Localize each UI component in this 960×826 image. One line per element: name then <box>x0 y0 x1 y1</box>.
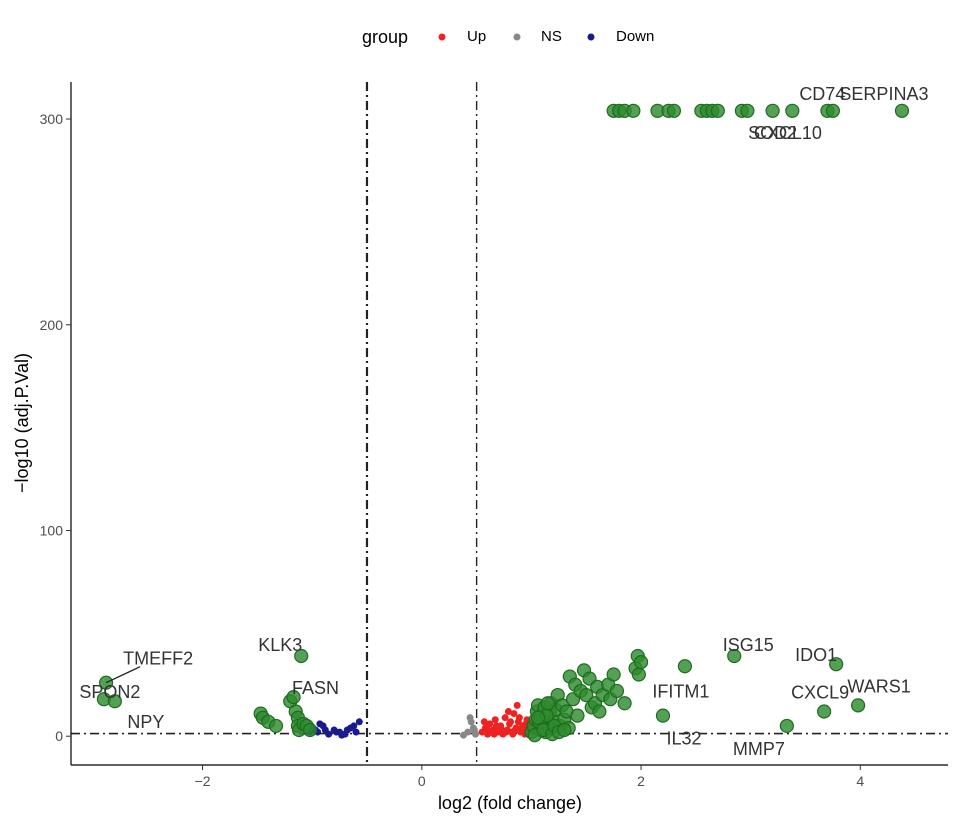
data-point-down <box>332 728 340 736</box>
gene-label: WARS1 <box>847 676 910 696</box>
data-point-down <box>321 726 329 734</box>
legend: group Up NS Down <box>362 27 654 47</box>
data-point-highlighted <box>727 648 742 664</box>
data-point-up <box>507 718 515 726</box>
gene-label: IFITM1 <box>652 681 709 701</box>
data-point-highlighted <box>617 696 632 711</box>
gene-label: IDO1 <box>795 645 837 665</box>
x-tick-label: 4 <box>856 773 864 789</box>
data-point-up <box>504 708 512 716</box>
x-tick-label: 2 <box>637 773 645 789</box>
y-tick-label: 0 <box>55 728 63 744</box>
data-points <box>96 103 910 743</box>
y-axis-title: −log10 (adj.P.Val) <box>12 353 32 493</box>
data-point-up <box>480 718 488 726</box>
gene-label-leader <box>105 666 141 684</box>
data-point-highlighted <box>785 103 800 118</box>
data-point-up <box>502 728 510 736</box>
data-point-ns <box>466 714 474 722</box>
data-point-highlighted <box>557 722 572 738</box>
gene-label: SERPINA3 <box>839 84 928 104</box>
data-point-highlighted <box>294 648 309 664</box>
data-point-up <box>491 716 499 724</box>
data-point-highlighted <box>851 698 866 713</box>
gene-label: CXCL9 <box>791 683 849 703</box>
x-axis-title: log2 (fold change) <box>438 793 582 813</box>
data-point-highlighted <box>631 667 646 682</box>
data-point-highlighted <box>817 704 832 719</box>
data-point-highlighted <box>592 704 607 719</box>
data-point-up <box>515 714 523 722</box>
data-point-highlighted <box>655 708 671 723</box>
data-point-highlighted <box>677 659 693 674</box>
data-point-up <box>486 720 494 728</box>
data-point-highlighted <box>829 657 844 672</box>
data-point-down <box>355 718 363 726</box>
legend-up-marker <box>438 33 446 41</box>
data-point-highlighted <box>765 103 780 118</box>
data-point-up <box>513 701 521 709</box>
legend-title: group <box>362 27 408 47</box>
gene-label: SOD2 <box>748 123 797 143</box>
data-point-up <box>501 714 509 722</box>
gene-label: TMEFF2 <box>123 649 193 669</box>
legend-down-marker <box>587 33 595 41</box>
data-point-highlighted <box>530 710 546 725</box>
data-point-highlighted <box>606 667 621 682</box>
data-point-highlighted <box>286 690 301 705</box>
data-point-down <box>338 731 346 739</box>
gene-label: NPY <box>127 712 164 732</box>
data-point-highlighted <box>302 722 318 738</box>
data-point-highlighted <box>740 103 755 118</box>
data-point-up <box>510 710 518 718</box>
gene-label: CXCL10 <box>754 123 822 143</box>
legend-down-label: Down <box>616 28 654 45</box>
legend-ns-label: NS <box>541 28 562 45</box>
y-tick-label: 100 <box>40 522 64 538</box>
data-point-highlighted <box>609 683 625 699</box>
data-point-highlighted <box>579 687 594 703</box>
data-point-highlighted <box>825 103 840 118</box>
data-point-down <box>352 728 360 736</box>
gene-label: SPON2 <box>79 682 140 702</box>
data-point-ns <box>464 728 472 736</box>
x-tick-label: −2 <box>195 773 211 789</box>
gene-label: ISG15 <box>723 635 774 655</box>
data-point-down <box>343 726 351 734</box>
data-point-highlighted <box>633 655 649 670</box>
data-point-highlighted <box>779 718 794 734</box>
data-point-highlighted <box>894 103 910 118</box>
axes: −2 0 2 4 0 100 200 300 <box>40 82 948 789</box>
legend-up-label: Up <box>467 28 486 45</box>
gene-label: FASN <box>292 678 339 698</box>
data-point-up <box>490 730 498 738</box>
x-ticks: −2 0 2 4 <box>195 765 864 789</box>
data-point-highlighted <box>268 718 284 734</box>
data-point-highlighted <box>570 708 585 723</box>
gene-label: KLK3 <box>258 635 302 655</box>
x-tick-label: 0 <box>418 773 426 789</box>
y-tick-label: 200 <box>40 317 64 333</box>
data-point-highlighted <box>710 103 725 118</box>
gene-label: IL32 <box>666 729 701 749</box>
data-point-up <box>484 726 492 734</box>
data-point-down <box>350 722 358 730</box>
data-point-highlighted <box>626 103 641 118</box>
gene-label: CD74 <box>799 84 845 104</box>
y-ticks: 0 100 200 300 <box>40 111 71 744</box>
data-point-highlighted <box>666 103 682 118</box>
legend-ns-marker <box>513 33 521 41</box>
gene-label: MMP7 <box>733 739 785 759</box>
data-point-highlighted <box>107 694 122 709</box>
y-tick-label: 300 <box>40 111 64 127</box>
data-point-ns <box>470 726 478 734</box>
data-point-down <box>316 720 324 728</box>
data-point-highlighted <box>540 696 555 711</box>
data-point-up <box>496 724 504 732</box>
label-leader-lines <box>105 666 141 684</box>
data-point-up <box>511 726 519 734</box>
